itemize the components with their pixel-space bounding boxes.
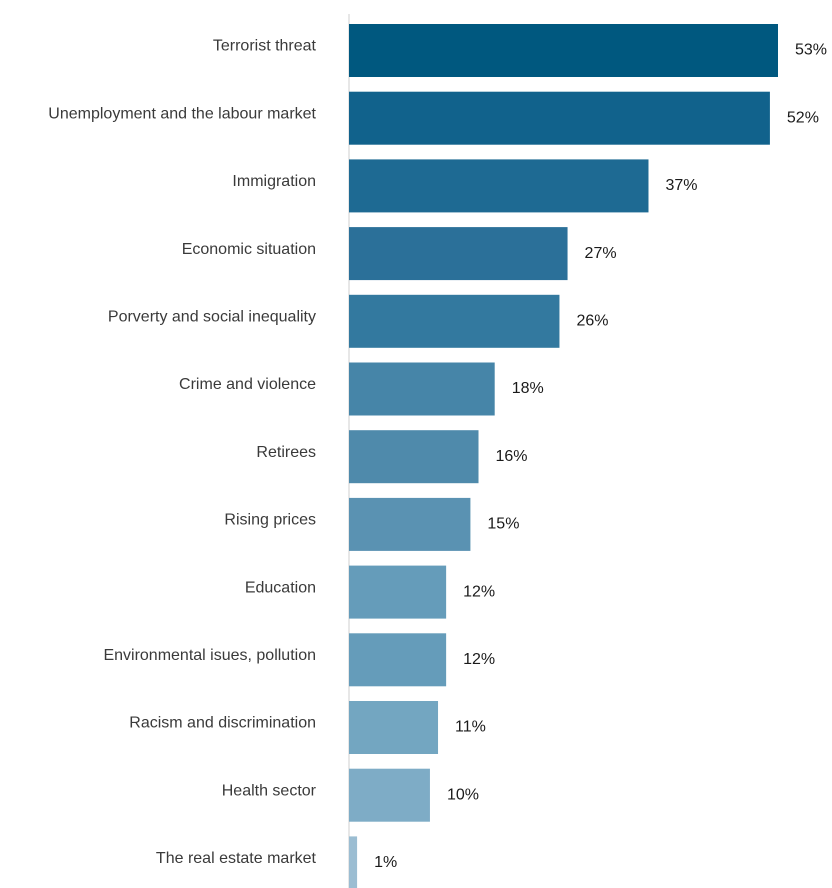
bar (349, 565, 447, 619)
value-label: 11% (455, 719, 486, 736)
value-label: 15% (487, 516, 519, 533)
bar (349, 768, 430, 822)
category-label: Immigration (232, 173, 316, 190)
value-label: 37% (665, 177, 697, 194)
bar (349, 633, 447, 687)
value-label: 27% (585, 245, 617, 262)
category-label: Porverty and social inequality (108, 309, 316, 326)
bar (349, 836, 358, 888)
category-label: Racism and discrimination (129, 715, 316, 732)
category-label: Education (245, 579, 316, 596)
bar (349, 701, 439, 754)
value-label: 53% (795, 42, 827, 59)
category-label: The real estate market (156, 850, 317, 867)
bar (349, 24, 778, 77)
category-label: Economic situation (182, 241, 316, 258)
bar (349, 294, 560, 348)
value-label: 16% (496, 448, 528, 465)
value-label: 12% (463, 651, 495, 668)
category-label: Rising prices (224, 512, 316, 529)
category-label: Environmental isues, pollution (103, 647, 316, 664)
bar (349, 430, 479, 484)
bar (349, 159, 649, 213)
bar (349, 497, 471, 551)
value-label: 26% (576, 313, 608, 330)
bar (349, 91, 770, 145)
bar (349, 362, 495, 416)
value-label: 18% (512, 380, 544, 397)
value-label: 10% (447, 786, 479, 803)
category-label: Unemployment and the labour market (48, 105, 316, 122)
value-label: 52% (787, 109, 819, 126)
bars-group: Terrorist threat 53% Unemployment and the … (48, 24, 827, 888)
category-label: Crime and violence (179, 376, 316, 393)
category-label: Health sector (222, 782, 317, 799)
value-label: 1% (374, 854, 397, 871)
bar (349, 227, 568, 281)
category-label: Terrorist threat (213, 38, 317, 55)
value-label: 12% (463, 583, 495, 600)
category-label: Retirees (256, 444, 316, 461)
